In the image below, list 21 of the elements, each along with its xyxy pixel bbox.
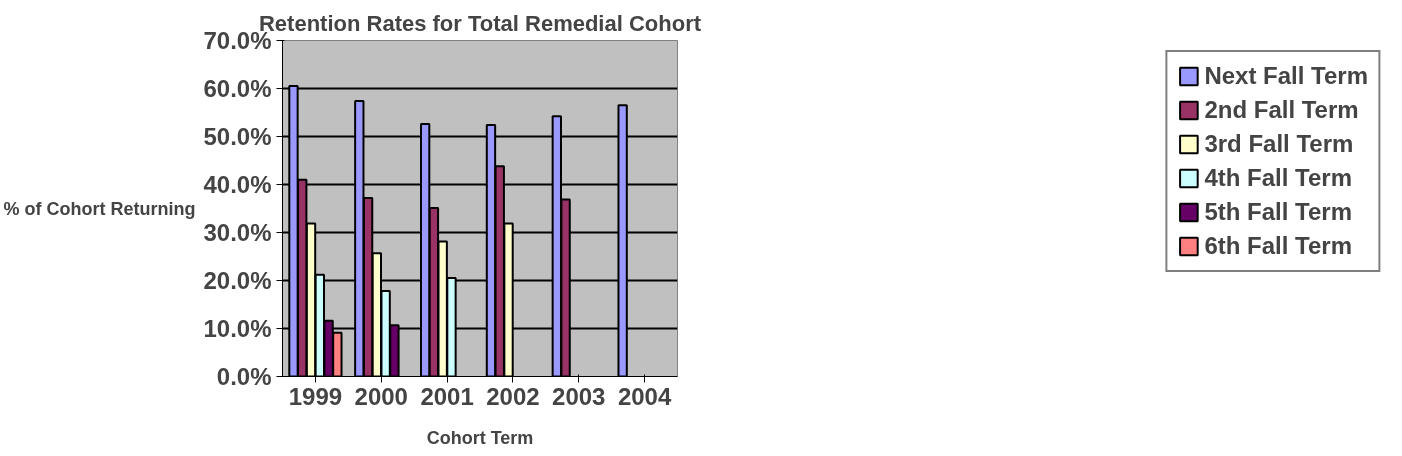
x-tick-label: 2000 [354,382,408,410]
x-tick-label: 2003 [552,382,606,410]
x-tick-label: 2004 [617,382,672,410]
y-tick-label: 30.0% [203,219,272,246]
legend-label: 6th Fall Term [1204,232,1352,260]
y-tick-label: 20.0% [203,267,272,294]
legend-label: Next Fall Term [1204,62,1368,90]
y-tick-label: 50.0% [203,123,272,150]
x-tick-label: 1999 [288,382,343,410]
y-tick-label: 40.0% [203,171,272,198]
y-tick-label: 60.0% [203,75,272,102]
x-axis-title: Cohort Term [426,427,534,448]
legend-label: 5th Fall Term [1204,198,1352,226]
y-axis-title: % of Cohort Returning [3,198,196,219]
legend-label: 2nd Fall Term [1204,96,1359,124]
x-tick-label: 2001 [420,382,474,410]
y-tick-label: 10.0% [203,315,272,342]
x-tick-label: 2002 [486,382,540,410]
legend-label: 3rd Fall Term [1204,130,1354,158]
y-tick-label: 0.0% [216,363,272,390]
legend-label: 4th Fall Term [1204,164,1352,192]
